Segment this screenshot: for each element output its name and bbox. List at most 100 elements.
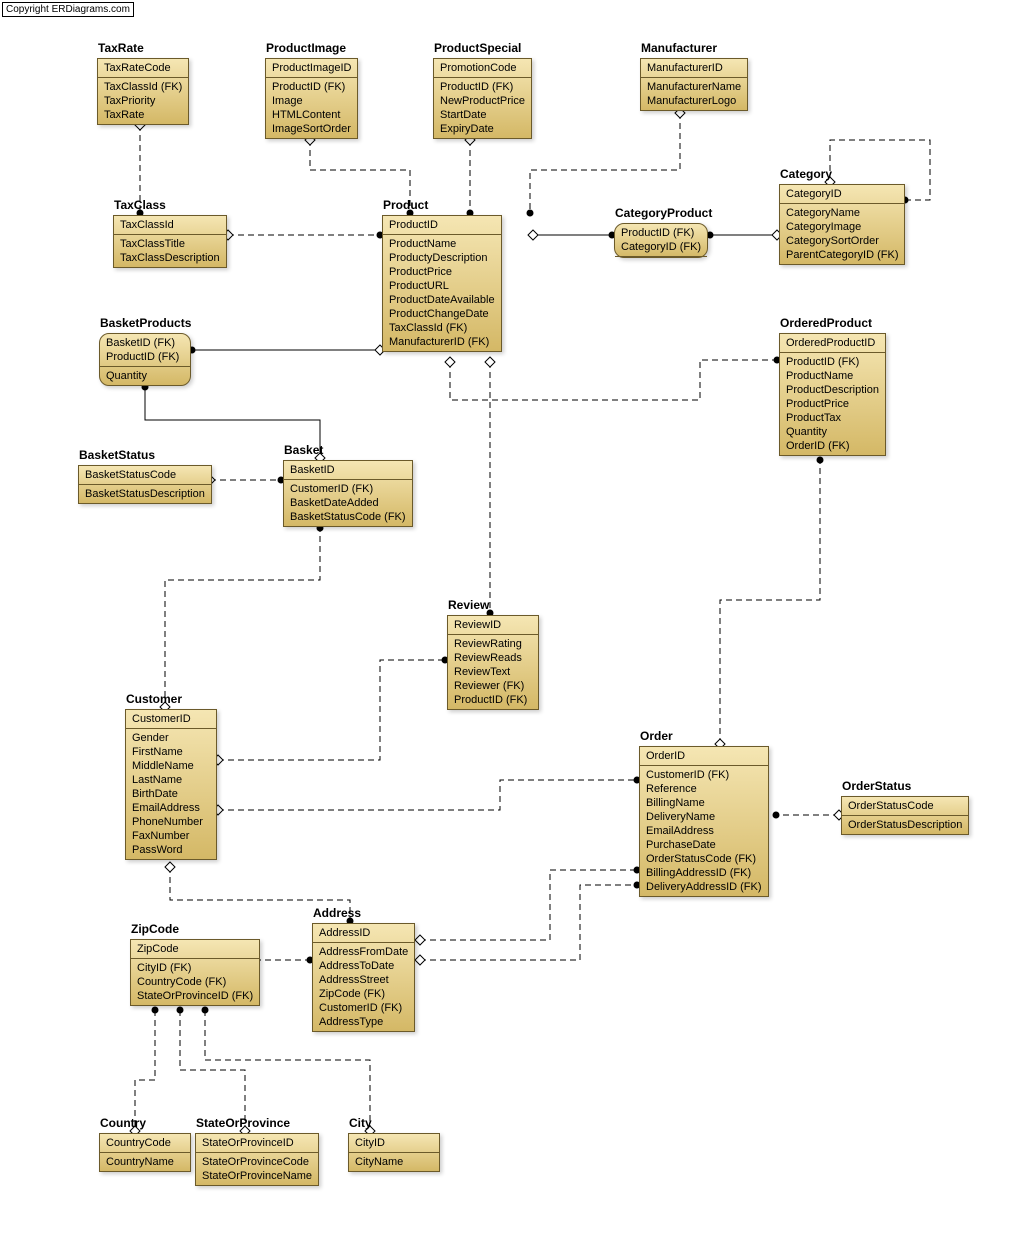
- entity-orderedproduct: OrderedProductOrderedProductIDProductID …: [779, 333, 886, 456]
- entity-title: Category: [780, 167, 832, 181]
- attr: CustomerID (FK): [646, 768, 762, 782]
- attr: ProductChangeDate: [389, 307, 495, 321]
- attr: Reference: [646, 782, 762, 796]
- attr: EmailAddress: [132, 801, 210, 815]
- attr: CategoryName: [786, 206, 898, 220]
- entity-title: ZipCode: [131, 922, 179, 936]
- entity-pk: ProductID: [383, 216, 501, 235]
- entity-pk: BasketID: [284, 461, 412, 480]
- entity-attrs: ManufacturerNameManufacturerLogo: [641, 78, 747, 110]
- entity-pk: PromotionCode: [434, 59, 531, 78]
- attr: TaxPriority: [104, 94, 182, 108]
- attr: AddressType: [319, 1015, 408, 1029]
- entity-pk: CategoryID: [780, 185, 904, 204]
- entity-address: AddressAddressIDAddressFromDateAddressTo…: [312, 923, 415, 1032]
- attr: ReviewReads: [454, 651, 532, 665]
- pk-attr: BasketID: [290, 463, 406, 477]
- attr: AddressToDate: [319, 959, 408, 973]
- attr: OrderID (FK): [786, 439, 879, 453]
- attr: ProductName: [786, 369, 879, 383]
- attr: TaxRate: [104, 108, 182, 122]
- pk-attr: OrderStatusCode: [848, 799, 962, 813]
- pk-attr: BasketID (FK): [106, 336, 184, 350]
- entity-title: BasketStatus: [79, 448, 155, 462]
- entity-title: Manufacturer: [641, 41, 717, 55]
- attr: OrderStatusCode (FK): [646, 852, 762, 866]
- entity-product: ProductProductIDProductNameProductyDescr…: [382, 215, 502, 352]
- entity-attrs: CustomerID (FK)BasketDateAddedBasketStat…: [284, 480, 412, 526]
- entity-basketstatus: BasketStatusBasketStatusCodeBasketStatus…: [78, 465, 212, 504]
- entity-title: StateOrProvince: [196, 1116, 290, 1130]
- entity-title: OrderedProduct: [780, 316, 872, 330]
- attr: BirthDate: [132, 787, 210, 801]
- entity-attrs: CityID (FK)CountryCode (FK)StateOrProvin…: [131, 959, 259, 1005]
- attr: FaxNumber: [132, 829, 210, 843]
- attr: CategoryImage: [786, 220, 898, 234]
- entity-title: Order: [640, 729, 673, 743]
- entity-pk: ZipCode: [131, 940, 259, 959]
- entity-attrs: BasketStatusDescription: [79, 485, 211, 503]
- entity-title: ProductSpecial: [434, 41, 521, 55]
- entity-pk: ProductID (FK)CategoryID (FK): [615, 224, 707, 257]
- entity-title: TaxClass: [114, 198, 166, 212]
- entity-title: City: [349, 1116, 372, 1130]
- entity-order: OrderOrderIDCustomerID (FK)ReferenceBill…: [639, 746, 769, 897]
- entity-attrs: TaxClassTitleTaxClassDescription: [114, 235, 226, 267]
- entity-title: Country: [100, 1116, 146, 1130]
- attr: BasketStatusCode (FK): [290, 510, 406, 524]
- pk-attr: ProductID (FK): [106, 350, 184, 364]
- attr: HTMLContent: [272, 108, 351, 122]
- copyright-label: Copyright ERDiagrams.com: [2, 2, 134, 17]
- entity-pk: TaxRateCode: [98, 59, 188, 78]
- entity-pk: CityID: [349, 1134, 439, 1153]
- entity-basket: BasketBasketIDCustomerID (FK)BasketDateA…: [283, 460, 413, 527]
- attr: PassWord: [132, 843, 210, 857]
- entity-pk: BasketID (FK)ProductID (FK): [100, 334, 190, 367]
- entity-attrs: CategoryNameCategoryImageCategorySortOrd…: [780, 204, 904, 264]
- pk-attr: ProductID: [389, 218, 495, 232]
- pk-attr: OrderedProductID: [786, 336, 879, 350]
- attr: Gender: [132, 731, 210, 745]
- attr: ProductDescription: [786, 383, 879, 397]
- attr: Quantity: [106, 369, 184, 383]
- attr: CountryName: [106, 1155, 184, 1169]
- pk-attr: ProductImageID: [272, 61, 351, 75]
- attr: ProductID (FK): [786, 355, 879, 369]
- entity-title: OrderStatus: [842, 779, 911, 793]
- attr: EmailAddress: [646, 824, 762, 838]
- attr: ImageSortOrder: [272, 122, 351, 136]
- entity-productspecial: ProductSpecialPromotionCodeProductID (FK…: [433, 58, 532, 139]
- pk-attr: CountryCode: [106, 1136, 184, 1150]
- pk-attr: ZipCode: [137, 942, 253, 956]
- attr: PurchaseDate: [646, 838, 762, 852]
- entity-attrs: ProductID (FK)NewProductPriceStartDateEx…: [434, 78, 531, 138]
- attr: StateOrProvinceName: [202, 1169, 312, 1183]
- entity-pk: OrderStatusCode: [842, 797, 968, 816]
- entity-attrs: ProductNameProductyDescriptionProductPri…: [383, 235, 501, 351]
- attr: ProductyDescription: [389, 251, 495, 265]
- attr: ProductID (FK): [440, 80, 525, 94]
- pk-attr: PromotionCode: [440, 61, 525, 75]
- entity-basketproducts: BasketProductsBasketID (FK)ProductID (FK…: [99, 333, 191, 386]
- entity-attrs: ProductID (FK)ImageHTMLContentImageSortO…: [266, 78, 357, 138]
- entity-orderstatus: OrderStatusOrderStatusCodeOrderStatusDes…: [841, 796, 969, 835]
- entity-attrs: StateOrProvinceCodeStateOrProvinceName: [196, 1153, 318, 1185]
- entity-title: TaxRate: [98, 41, 144, 55]
- attr: MiddleName: [132, 759, 210, 773]
- entity-attrs: ReviewRatingReviewReadsReviewTextReviewe…: [448, 635, 538, 709]
- pk-attr: TaxClassId: [120, 218, 220, 232]
- entity-city: CityCityIDCityName: [348, 1133, 440, 1172]
- entity-attrs: GenderFirstNameMiddleNameLastNameBirthDa…: [126, 729, 216, 859]
- pk-attr: TaxRateCode: [104, 61, 182, 75]
- attr: ProductID (FK): [272, 80, 351, 94]
- attr: AddressFromDate: [319, 945, 408, 959]
- attr: ProductPrice: [786, 397, 879, 411]
- attr: LastName: [132, 773, 210, 787]
- pk-attr: OrderID: [646, 749, 762, 763]
- entity-attrs: CustomerID (FK)ReferenceBillingNameDeliv…: [640, 766, 768, 896]
- entity-customer: CustomerCustomerIDGenderFirstNameMiddleN…: [125, 709, 217, 860]
- entity-title: Customer: [126, 692, 182, 706]
- attr: ProductURL: [389, 279, 495, 293]
- attr: CustomerID (FK): [319, 1001, 408, 1015]
- attr: CountryCode (FK): [137, 975, 253, 989]
